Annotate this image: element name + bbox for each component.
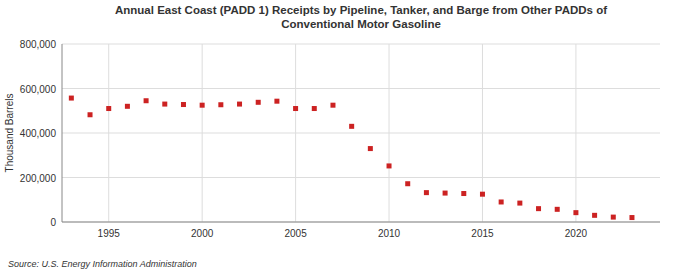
- point: [181, 102, 186, 107]
- y-tick-label: 600,000: [20, 84, 57, 95]
- point: [162, 102, 167, 107]
- x-tick-label: 2020: [565, 228, 588, 239]
- point: [237, 102, 242, 107]
- point: [69, 96, 74, 101]
- point: [387, 163, 392, 168]
- point: [274, 99, 279, 104]
- point: [106, 106, 111, 111]
- point: [368, 146, 373, 151]
- x-tick-label: 2010: [378, 228, 401, 239]
- point: [517, 201, 522, 206]
- y-grid-line: [62, 133, 660, 134]
- title-line: Annual East Coast (PADD 1) Receipts by P…: [115, 4, 607, 16]
- x-axis-line: [62, 222, 660, 223]
- point: [218, 102, 223, 107]
- point: [424, 190, 429, 195]
- x-grid-line: [389, 44, 390, 222]
- y-grid-line: [62, 177, 660, 178]
- point: [629, 215, 634, 220]
- x-grid-line: [108, 44, 109, 222]
- title-line: Conventional Motor Gasoline: [281, 18, 441, 30]
- point: [536, 206, 541, 211]
- point: [592, 213, 597, 218]
- y-tick-label: 200,000: [20, 173, 57, 184]
- point: [312, 106, 317, 111]
- x-grid-line: [575, 44, 576, 222]
- point: [349, 124, 354, 129]
- point: [611, 215, 616, 220]
- point: [144, 98, 149, 103]
- point: [480, 192, 485, 197]
- x-grid-line: [202, 44, 203, 222]
- annotation: Source: U.S. Energy Information Administ…: [8, 259, 197, 269]
- point: [88, 112, 93, 117]
- point: [405, 181, 410, 186]
- point: [499, 199, 504, 204]
- point: [443, 191, 448, 196]
- y-axis-line: [62, 44, 63, 222]
- point: [256, 100, 261, 105]
- x-tick-label: 2000: [191, 228, 214, 239]
- point: [293, 106, 298, 111]
- x-tick-label: 1995: [98, 228, 121, 239]
- point: [461, 191, 466, 196]
- point: [573, 210, 578, 215]
- chart: Annual East Coast (PADD 1) Receipts by P…: [0, 0, 675, 275]
- y-grid-line: [62, 88, 660, 89]
- y-tick-label: 400,000: [20, 128, 57, 139]
- x-tick-label: 2005: [284, 228, 307, 239]
- y-axis-label: Thousand Barrels: [4, 94, 15, 173]
- y-grid-line: [62, 222, 660, 223]
- x-grid-line: [295, 44, 296, 222]
- y-tick-label: 800,000: [20, 39, 57, 50]
- point: [200, 103, 205, 108]
- point: [125, 104, 130, 109]
- y-tick-label: 0: [50, 217, 56, 228]
- point: [555, 207, 560, 212]
- grid: [62, 44, 660, 222]
- x-tick-label: 2015: [471, 228, 494, 239]
- points: [69, 96, 635, 220]
- y-grid-line: [62, 44, 660, 45]
- title: Annual East Coast (PADD 1) Receipts by P…: [115, 4, 607, 30]
- point: [330, 103, 335, 108]
